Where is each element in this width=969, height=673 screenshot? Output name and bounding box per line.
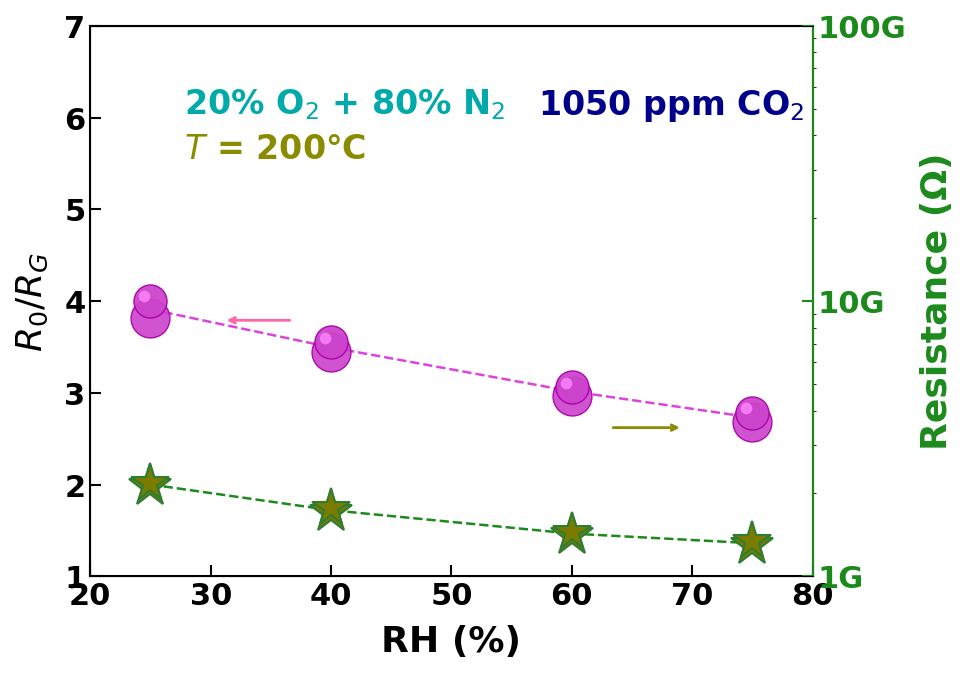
Text: 1050 ppm CO$_2$: 1050 ppm CO$_2$ bbox=[538, 87, 804, 123]
Y-axis label: $R_0/R_G$: $R_0/R_G$ bbox=[15, 252, 50, 351]
Text: $T$ = 200°C: $T$ = 200°C bbox=[184, 133, 366, 166]
X-axis label: RH (%): RH (%) bbox=[382, 624, 521, 658]
Text: 20% O$_2$ + 80% N$_2$: 20% O$_2$ + 80% N$_2$ bbox=[184, 87, 506, 122]
Y-axis label: Resistance (Ω): Resistance (Ω) bbox=[920, 153, 954, 450]
